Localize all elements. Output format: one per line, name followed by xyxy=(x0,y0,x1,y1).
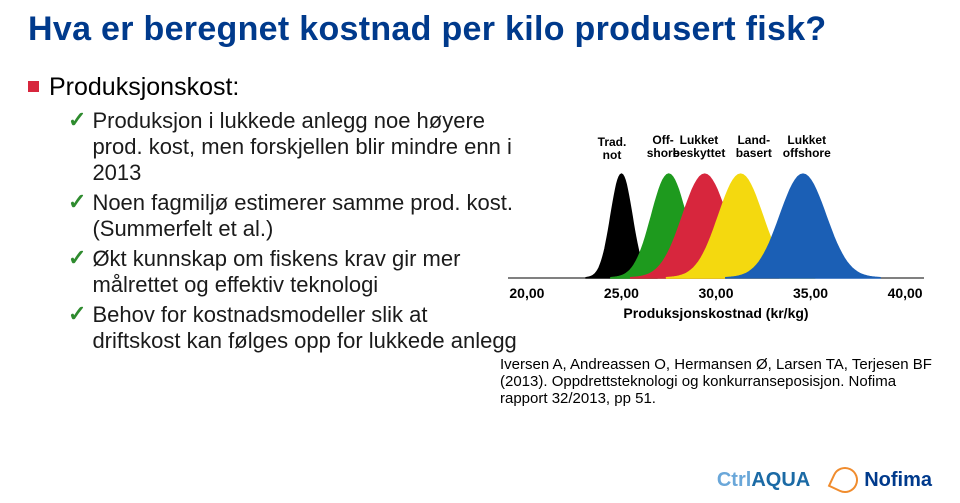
cost-distribution-chart: 20,00 25,00 30,00 35,00 40,00 Produksjonskost… xyxy=(500,126,932,326)
list-item: ✓Produksjon i lukkede anlegg noe høyere … xyxy=(68,108,518,186)
svg-text:not: not xyxy=(603,148,622,162)
svg-text:20,00: 20,00 xyxy=(509,285,544,301)
sub-bullet-list: ✓Produksjon i lukkede anlegg noe høyere … xyxy=(68,108,518,354)
sub-bullet-text: Behov for kostnadsmodeller slik at drift… xyxy=(92,302,518,354)
svg-text:Lukket: Lukket xyxy=(787,133,826,147)
main-bullet-row: Produksjonskost: xyxy=(28,73,932,102)
nofima-text: Nofima xyxy=(864,469,932,492)
check-icon: ✓ xyxy=(68,108,86,132)
svg-text:Lukket: Lukket xyxy=(680,133,719,147)
sub-bullet-text: Produksjon i lukkede anlegg noe høyere p… xyxy=(92,108,518,186)
footer-logos: CtrlAQUA Nofima xyxy=(717,467,932,493)
svg-text:offshore: offshore xyxy=(783,146,831,160)
svg-text:35,00: 35,00 xyxy=(793,285,828,301)
slide-title: Hva er beregnet kostnad per kilo produse… xyxy=(28,10,932,49)
svg-text:Land-: Land- xyxy=(737,133,770,147)
list-item: ✓Økt kunnskap om fiskens krav gir mer må… xyxy=(68,246,518,298)
svg-text:25,00: 25,00 xyxy=(604,285,639,301)
svg-text:Produksjonskostnad (kr/kg): Produksjonskostnad (kr/kg) xyxy=(623,305,808,321)
svg-text:Off-: Off- xyxy=(652,133,673,147)
svg-text:beskyttet: beskyttet xyxy=(673,146,726,160)
svg-text:30,00: 30,00 xyxy=(698,285,733,301)
svg-text:Trad.: Trad. xyxy=(598,135,627,149)
chart-svg: 20,00 25,00 30,00 35,00 40,00 Produksjonskost… xyxy=(500,126,932,326)
list-item: ✓Noen fagmiljø estimerer samme prod. kos… xyxy=(68,190,518,242)
nofima-logo: Nofima xyxy=(832,467,932,493)
ctrlaqua-logo: CtrlAQUA xyxy=(717,469,810,492)
main-bullet-label: Produksjonskost: xyxy=(49,73,239,102)
bullet-square-icon xyxy=(28,81,39,92)
check-icon: ✓ xyxy=(68,302,86,326)
sub-bullet-text: Økt kunnskap om fiskens krav gir mer mål… xyxy=(92,246,518,298)
svg-text:basert: basert xyxy=(736,146,772,160)
check-icon: ✓ xyxy=(68,246,86,270)
svg-text:40,00: 40,00 xyxy=(888,285,923,301)
list-item: ✓Behov for kostnadsmodeller slik at drif… xyxy=(68,302,518,354)
nofima-swirl-icon xyxy=(828,463,863,498)
check-icon: ✓ xyxy=(68,190,86,214)
citation-text: Iversen A, Andreassen O, Hermansen Ø, La… xyxy=(500,356,932,407)
sub-bullet-text: Noen fagmiljø estimerer samme prod. kost… xyxy=(92,190,518,242)
